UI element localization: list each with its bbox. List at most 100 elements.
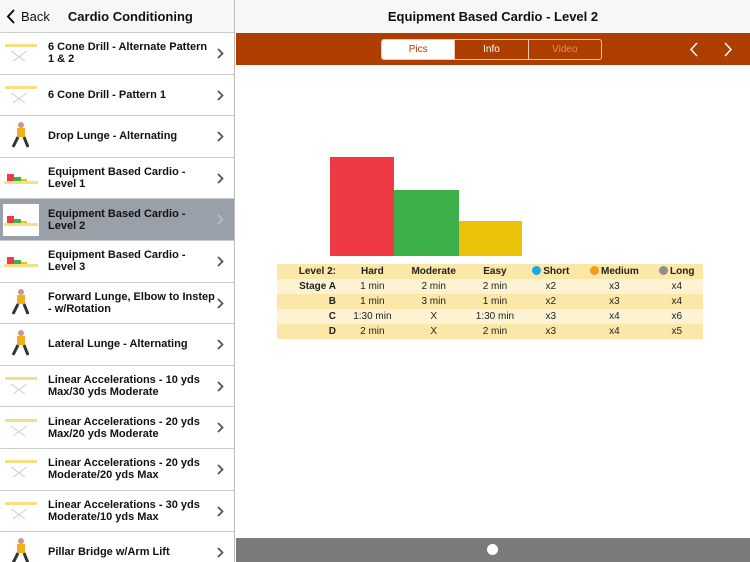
table-cell: x3 [609,296,620,307]
chevron-right-icon [217,505,224,517]
thumbnail-image [3,287,39,319]
table-row: B 1 min 3 min 1 min x2 x3 x4 [277,294,703,309]
thumbnail-image [3,162,39,194]
exercise-image: Level 2: Hard Moderate Easy Short Medium Long S… [236,65,750,538]
list-item[interactable]: Drop Lunge - Alternating [0,116,234,158]
table-cell: x4 [609,326,620,337]
list-item-label: 6 Cone Drill - Alternate Pattern 1 & 2 [48,41,208,66]
header-label: Moderate [411,266,456,277]
table-cell: x4 [671,296,683,307]
back-label: Back [21,8,50,24]
header-label: Hard [360,266,384,277]
column-header: Hard [344,264,401,279]
toolbar: Pics Info Video [236,33,750,65]
table-cell: C [328,311,336,322]
sidebar-title: Cardio Conditioning [67,8,193,24]
list-item[interactable]: Linear Accelerations - 10 yds Max/30 yds… [0,366,234,408]
easy-bar [459,221,522,256]
short-dot-icon [532,266,542,275]
table-cell: x2 [545,296,557,307]
table-row: D 2 min X 2 min x3 x4 x5 [277,324,703,339]
tab-pics[interactable]: Pics [382,40,455,59]
table-cell: X [430,311,437,322]
chevron-right-icon [217,339,224,350]
column-header: Moderate [401,264,467,279]
chevron-right-icon [217,547,224,558]
chevron-right-icon [217,173,224,184]
list-item-label: Equipment Based Cardio - Level 1 [48,166,186,191]
chevron-right-icon [217,297,224,309]
tab-video[interactable]: Video [527,40,601,59]
thumbnail-image [3,536,39,562]
list-item-label: Equipment Based Cardio - Level 2 [48,207,186,232]
table-cell: x2 [545,281,557,292]
previous-button[interactable] [689,42,699,57]
thumbnail-image [3,453,39,485]
list-item[interactable]: Equipment Based Cardio - Level 1 [0,158,234,200]
moderate-bar [394,190,459,256]
thumbnail-image [3,328,39,360]
list-item-label: Lateral Lunge - Alternating [48,338,188,351]
header-label: Long [670,266,695,277]
list-item-label: Linear Accelerations - 20 yds Moderate/2… [48,457,200,482]
table-cell: x3 [609,281,620,292]
chevron-left-icon [6,8,15,24]
table-cell: 2 min [482,281,508,292]
list-item[interactable]: Linear Accelerations - 20 yds Moderate/2… [0,449,234,491]
table-cell: B [328,296,336,307]
column-header: Easy [467,264,524,279]
detail-pane: Equipment Based Cardio - Level 2 Pics In… [236,0,750,562]
page-dot[interactable] [487,544,498,555]
chevron-right-icon [217,48,224,59]
header-label: Level 2: [298,266,336,277]
tab-info[interactable]: Info [454,40,527,59]
list-item[interactable]: Linear Accelerations - 30 yds Moderate/1… [0,491,234,533]
table-cell: x4 [671,281,683,292]
list-item-label: 6 Cone Drill - Pattern 1 [48,88,166,101]
table-header: Level 2: Hard Moderate Easy Short Medium Long [277,264,703,279]
table-row: C 1:30 min X 1:30 min x3 x4 x6 [277,309,703,324]
list-item[interactable]: Equipment Based Cardio - Level 3 [0,241,234,283]
chevron-right-icon [217,89,224,101]
chevron-right-icon [217,131,224,142]
list-item[interactable]: Forward Lunge, Elbow to Instep - w/Rotat… [0,283,234,325]
column-header: Short [523,264,578,279]
list-item-label: Drop Lunge - Alternating [48,130,178,143]
thumbnail-image [3,203,39,236]
thumbnail-image [3,412,39,444]
list-item[interactable]: 6 Cone Drill - Alternate Pattern 1 & 2 [0,33,234,75]
table-cell: 3 min [421,296,446,307]
sidebar-header: Back Cardio Conditioning [0,0,234,33]
list-item-label: Linear Accelerations - 30 yds Moderate/1… [48,498,200,523]
header-label: Medium [600,266,639,277]
intensity-bars [330,156,530,256]
list-item[interactable]: 6 Cone Drill - Pattern 1 [0,75,234,117]
chevron-right-icon [217,256,224,267]
chevron-right-icon [217,464,224,475]
list-item[interactable]: Lateral Lunge - Alternating [0,324,234,366]
back-button[interactable]: Back [0,9,50,24]
table-cell: 1 min [360,281,385,292]
list-item-label: Pillar Bridge w/Arm Lift [48,546,170,559]
table-cell: Stage A [299,281,336,292]
exercise-list: 6 Cone Drill - Alternate Pattern 1 & 2 6 … [0,33,234,562]
table-cell: 1:30 min [475,311,515,322]
table-cell: x6 [671,311,683,322]
table-cell: x4 [609,311,620,322]
hard-bar [330,157,394,256]
column-header: Long [650,264,703,279]
chevron-right-icon [217,422,224,433]
chevron-right-icon [217,381,224,392]
table-cell: X [430,326,437,337]
column-header: Medium [578,264,650,279]
table-cell: D [328,326,336,337]
list-item[interactable]: Linear Accelerations - 20 yds Max/20 yds… [0,407,234,449]
table-cell: 1 min [360,296,385,307]
list-item[interactable]: Pillar Bridge w/Arm Lift [0,532,234,562]
header-label: Short [543,266,570,277]
table-cell: 2 min [482,326,508,337]
list-item-label: Forward Lunge, Elbow to Instep - w/Rotat… [48,290,215,315]
thumbnail-image [3,37,39,69]
next-button[interactable] [723,42,733,57]
list-item[interactable]: Equipment Based Cardio - Level 2 [0,199,234,241]
